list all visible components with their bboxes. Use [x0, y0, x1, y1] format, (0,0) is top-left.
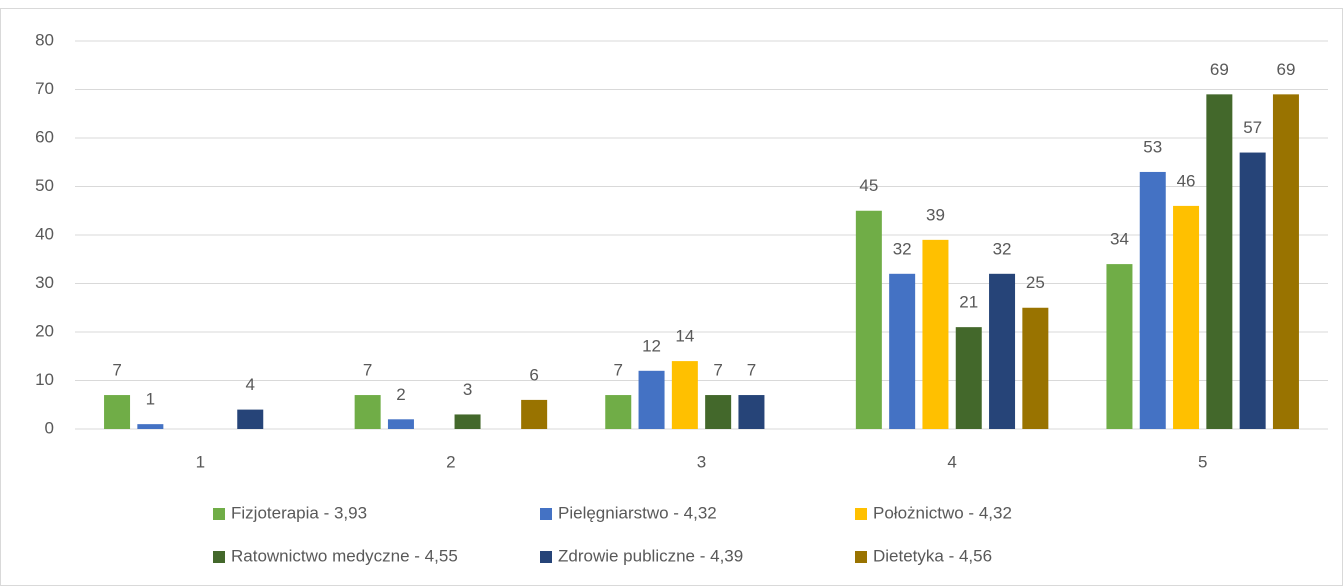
bar: [1022, 307, 1049, 429]
legend-swatch: [540, 551, 552, 563]
data-label: 7: [614, 361, 623, 380]
y-tick-label: 50: [35, 176, 54, 195]
y-tick-label: 20: [35, 321, 54, 340]
data-label: 57: [1243, 118, 1262, 137]
data-label: 7: [363, 361, 372, 380]
legend-swatch: [855, 551, 867, 563]
bar: [705, 395, 732, 429]
bar: [955, 327, 982, 429]
bar: [638, 370, 665, 429]
data-label: 53: [1143, 137, 1162, 156]
y-tick-label: 60: [35, 127, 54, 146]
legend-label: Zdrowie publiczne - 4,39: [558, 546, 743, 565]
data-label: 7: [112, 361, 121, 380]
legend-label: Dietetyka - 4,56: [873, 546, 992, 565]
bar: [1173, 205, 1200, 429]
x-tick-label: 4: [947, 452, 956, 471]
legend-swatch: [213, 551, 225, 563]
bar: [1272, 94, 1299, 429]
data-label: 7: [747, 361, 756, 380]
legend-label: Położnictwo - 4,32: [873, 503, 1012, 522]
data-label: 2: [396, 385, 405, 404]
bar: [889, 273, 916, 429]
legend-label: Pielęgniarstwo - 4,32: [558, 503, 717, 522]
bar: [354, 395, 381, 429]
data-label: 6: [529, 365, 538, 384]
data-label: 21: [959, 293, 978, 312]
y-tick-label: 80: [35, 30, 54, 49]
legend-swatch: [855, 508, 867, 520]
bar: [521, 399, 548, 429]
bar: [454, 414, 481, 429]
data-label: 39: [926, 205, 945, 224]
y-tick-label: 30: [35, 273, 54, 292]
x-tick-label: 3: [697, 452, 706, 471]
data-label: 32: [993, 239, 1012, 258]
bar: [605, 395, 632, 429]
data-label: 69: [1276, 60, 1295, 79]
bar: [387, 419, 414, 429]
bar: [671, 361, 698, 429]
y-tick-label: 40: [35, 224, 54, 243]
bar: [104, 395, 131, 429]
data-label: 3: [463, 380, 472, 399]
bar: [855, 210, 882, 429]
data-label: 14: [675, 327, 694, 346]
legend-swatch: [213, 508, 225, 520]
data-label: 69: [1210, 60, 1229, 79]
x-tick-label: 5: [1198, 452, 1207, 471]
bar: [1206, 94, 1233, 429]
data-label: 7: [713, 361, 722, 380]
bar: [922, 239, 949, 429]
bar: [1106, 264, 1133, 429]
data-label: 34: [1110, 230, 1129, 249]
data-label: 1: [146, 390, 155, 409]
data-label: 25: [1026, 273, 1045, 292]
data-label: 12: [642, 336, 661, 355]
data-label: 46: [1177, 171, 1196, 190]
data-label: 45: [859, 176, 878, 195]
legend-label: Fizjoterapia - 3,93: [231, 503, 367, 522]
x-tick-label: 2: [446, 452, 455, 471]
bar: [1239, 152, 1266, 430]
bar: [137, 424, 164, 429]
x-tick-label: 1: [196, 452, 205, 471]
bar: [989, 273, 1016, 429]
data-label: 4: [246, 375, 255, 394]
bar: [738, 395, 765, 429]
bar: [237, 409, 264, 429]
y-tick-label: 10: [35, 370, 54, 389]
legend-swatch: [540, 508, 552, 520]
data-label: 32: [893, 239, 912, 258]
legend-label: Ratownictwo medyczne - 4,55: [231, 546, 458, 565]
y-tick-label: 70: [35, 79, 54, 98]
bar: [1139, 171, 1166, 429]
y-tick-label: 0: [45, 418, 54, 437]
